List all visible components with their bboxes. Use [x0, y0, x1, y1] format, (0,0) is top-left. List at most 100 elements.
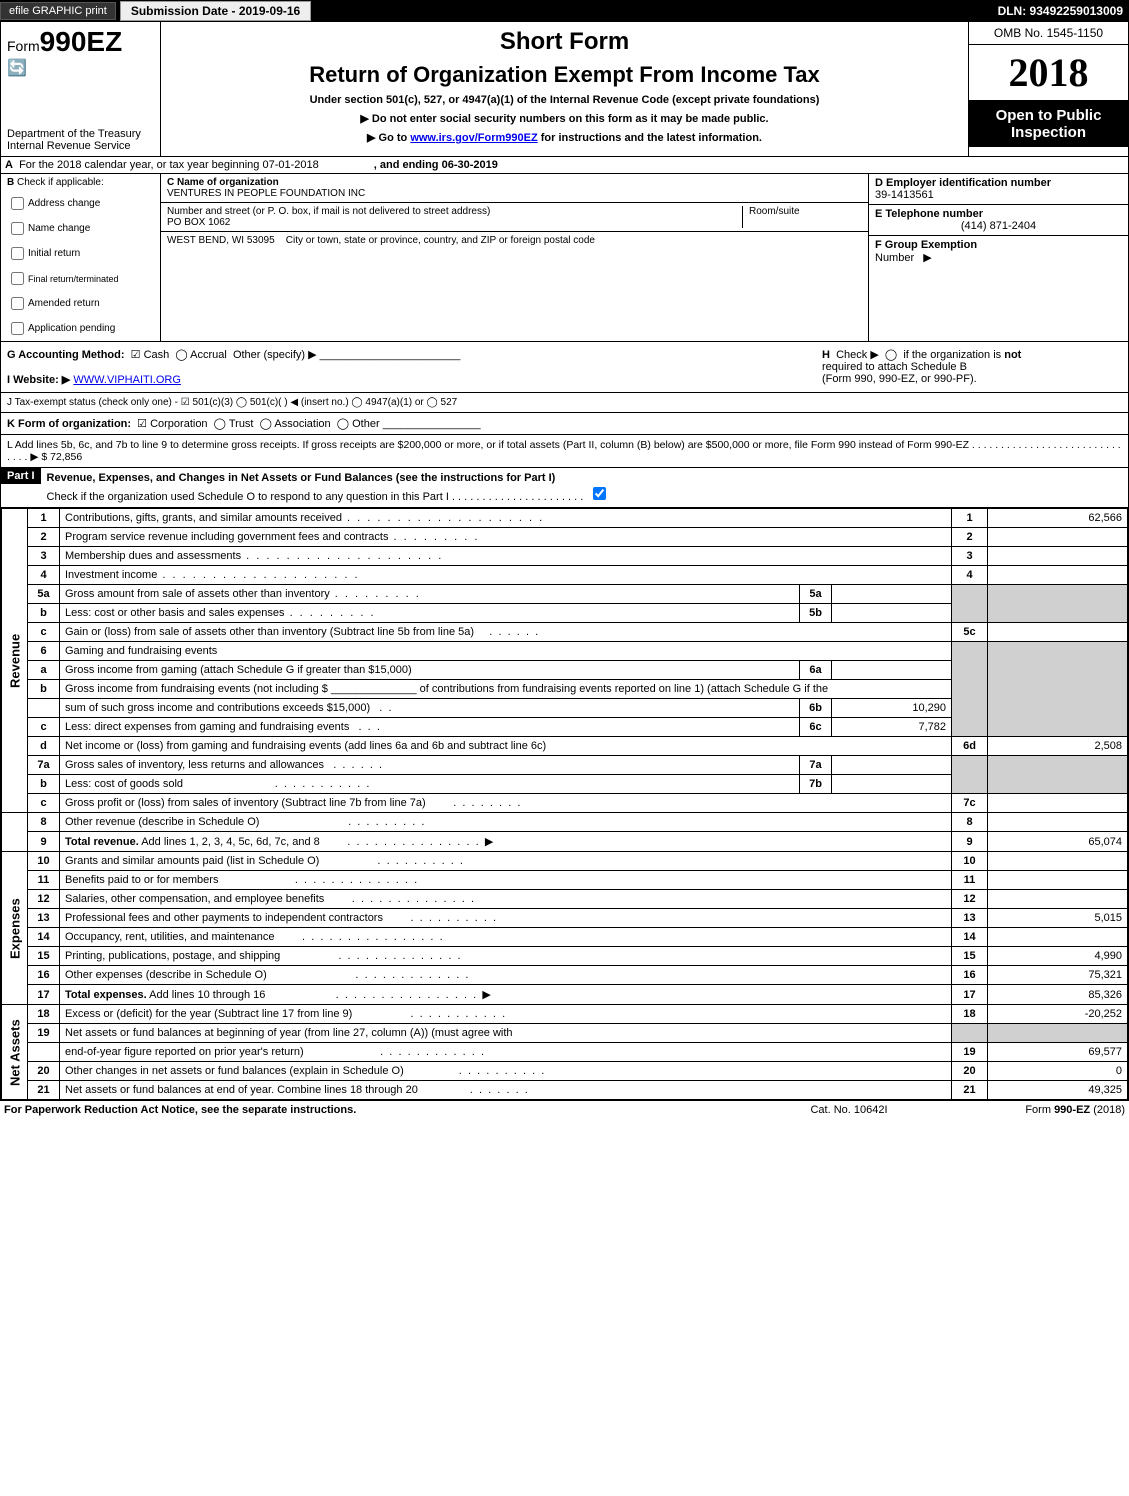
section-g: G Accounting Method: ☑ Cash ◯ Accrual Ot… — [1, 341, 1128, 393]
row-7c: c Gross profit or (loss) from sales of i… — [2, 794, 1128, 813]
phone-value: (414) 871-2404 — [875, 220, 1122, 232]
street-row: Number and street (or P. O. box, if mail… — [161, 203, 868, 232]
f-arrow: ▶ — [923, 252, 931, 264]
short-form-title: Short Form — [171, 28, 958, 56]
form-number: 990EZ — [40, 26, 123, 57]
row-18: Net Assets 18 Excess or (deficit) for th… — [2, 1005, 1128, 1024]
row-3: 3 Membership dues and assessments 3 — [2, 547, 1128, 566]
submission-date: Submission Date - 2019-09-16 — [120, 1, 311, 21]
schedule-o-checkbox[interactable] — [593, 487, 606, 500]
row-21: 21 Net assets or fund balances at end of… — [2, 1081, 1128, 1100]
row-15: 15 Printing, publications, postage, and … — [2, 947, 1128, 966]
row-1: Revenue 1 Contributions, gifts, grants, … — [2, 509, 1128, 528]
expenses-side-label: Expenses — [2, 852, 28, 1005]
efile-print-button[interactable]: efile GRAPHIC print — [0, 2, 116, 20]
k-other[interactable]: Other — [352, 418, 380, 430]
org-right-column: D Employer identification number 39-1413… — [868, 174, 1128, 341]
h-check-box: H Check ▶ ◯ if the organization is not r… — [822, 348, 1122, 386]
check-amended[interactable]: Amended return — [1, 291, 160, 316]
j-line: J Tax-exempt status (check only one) - ☑… — [1, 393, 1128, 413]
line-a-letter: A — [5, 159, 13, 171]
part-1-title: Revenue, Expenses, and Changes in Net As… — [41, 468, 1128, 507]
row-5c: c Gain or (loss) from sale of assets oth… — [2, 623, 1128, 642]
header-right-box: OMB No. 1545-1150 2018 Open to PublicIns… — [968, 22, 1128, 156]
org-name-row: C Name of organization VENTURES IN PEOPL… — [161, 174, 868, 203]
g-label: G Accounting Method: — [7, 349, 125, 361]
row-13: 13 Professional fees and other payments … — [2, 909, 1128, 928]
row-6: 6 Gaming and fundraising events — [2, 642, 1128, 661]
row-8: 8 Other revenue (describe in Schedule O)… — [2, 813, 1128, 832]
row-9: 9 Total revenue. Add lines 1, 2, 3, 4, 5… — [2, 832, 1128, 852]
footer: For Paperwork Reduction Act Notice, see … — [0, 1100, 1129, 1119]
footer-right: Form 990-EZ (2018) — [949, 1104, 1129, 1116]
row-16: 16 Other expenses (describe in Schedule … — [2, 966, 1128, 985]
k-corp[interactable]: Corporation — [150, 418, 207, 430]
irs-label: Internal Revenue Service — [7, 140, 131, 152]
ein-value: 39-1413561 — [875, 189, 934, 201]
row-5a: 5a Gross amount from sale of assets othe… — [2, 585, 1128, 604]
phone-row: E Telephone number (414) 871-2404 — [869, 205, 1128, 236]
footer-left: For Paperwork Reduction Act Notice, see … — [0, 1104, 749, 1116]
row-19: 19 Net assets or fund balances at beginn… — [2, 1024, 1128, 1043]
ein-row: D Employer identification number 39-1413… — [869, 174, 1128, 205]
c-label: C Name of organization — [167, 177, 279, 188]
part-1-label: Part I — [1, 468, 41, 484]
group-exemption-row: F Group Exemption Number ▶ — [869, 236, 1128, 267]
row-20: 20 Other changes in net assets or fund b… — [2, 1062, 1128, 1081]
row-12: 12 Salaries, other compensation, and emp… — [2, 890, 1128, 909]
form-lines-table: Revenue 1 Contributions, gifts, grants, … — [1, 508, 1128, 1100]
k-assoc[interactable]: Association — [274, 418, 330, 430]
row-2: 2 Program service revenue including gove… — [2, 528, 1128, 547]
org-name-value: VENTURES IN PEOPLE FOUNDATION INC — [167, 188, 862, 199]
k-trust[interactable]: Trust — [229, 418, 254, 430]
f-label2: Number — [875, 252, 914, 264]
top-black-bar: efile GRAPHIC print Submission Date - 20… — [0, 0, 1129, 22]
tax-year: 2018 — [969, 45, 1128, 101]
check-address[interactable]: Address change — [1, 191, 160, 216]
header-left-box: Form990EZ 🔄 Department of the Treasury I… — [1, 22, 161, 156]
check-initial[interactable]: Initial return — [1, 241, 160, 266]
row-6d: d Net income or (loss) from gaming and f… — [2, 737, 1128, 756]
part-1-header-row: Part I Revenue, Expenses, and Changes in… — [1, 468, 1128, 508]
dln-number: DLN: 93492259013009 — [998, 4, 1129, 18]
row-10: Expenses 10 Grants and similar amounts p… — [2, 852, 1128, 871]
row-19b: end-of-year figure reported on prior yea… — [2, 1043, 1128, 1062]
form-label: Form990EZ — [7, 38, 122, 54]
g-accrual[interactable]: Accrual — [190, 349, 227, 361]
irs-link[interactable]: www.irs.gov/Form990EZ — [410, 132, 537, 144]
line-a-begin: For the 2018 calendar year, or tax year … — [19, 159, 319, 171]
do-not-enter-text: ▶ Do not enter social security numbers o… — [171, 112, 958, 125]
row-4: 4 Investment income 4 — [2, 566, 1128, 585]
form-header: Form990EZ 🔄 Department of the Treasury I… — [0, 22, 1129, 157]
g-other[interactable]: Other (specify) ▶ — [233, 349, 317, 361]
net-assets-side-label: Net Assets — [2, 1005, 28, 1100]
d-label: D Employer identification number — [875, 177, 1051, 189]
row-7a: 7a Gross sales of inventory, less return… — [2, 756, 1128, 775]
e-label: E Telephone number — [875, 208, 983, 220]
row-17: 17 Total expenses. Add lines 10 through … — [2, 985, 1128, 1005]
row-14: 14 Occupancy, rent, utilities, and maint… — [2, 928, 1128, 947]
f-label: F Group Exemption — [875, 239, 977, 251]
check-final[interactable]: Final return/terminated — [1, 266, 160, 291]
check-name[interactable]: Name change — [1, 216, 160, 241]
goto-text: ▶ Go to www.irs.gov/Form990EZ for instru… — [171, 131, 958, 144]
row-11: 11 Benefits paid to or for members . . .… — [2, 871, 1128, 890]
recycle-icon: 🔄 — [7, 60, 27, 77]
l-line: L Add lines 5b, 6c, and 7b to line 9 to … — [1, 435, 1128, 468]
city-row: WEST BEND, WI 53095 City or town, state … — [161, 232, 868, 249]
under-section-text: Under section 501(c), 527, or 4947(a)(1)… — [171, 94, 958, 106]
city-value: WEST BEND, WI 53095 — [167, 235, 275, 246]
room-label: Room/suite — [749, 206, 862, 217]
checkbox-column: B Check if applicable: Address change Na… — [1, 174, 161, 341]
check-pending[interactable]: Application pending — [1, 316, 160, 341]
form-prefix: Form — [7, 38, 40, 54]
footer-center: Cat. No. 10642I — [749, 1104, 949, 1116]
return-title: Return of Organization Exempt From Incom… — [171, 62, 958, 88]
check-header: B Check if applicable: — [1, 174, 160, 191]
org-mid-column: C Name of organization VENTURES IN PEOPL… — [161, 174, 868, 341]
g-cash[interactable]: Cash — [144, 349, 170, 361]
line-a-end: , and ending 06-30-2019 — [374, 159, 498, 171]
org-info-block: B Check if applicable: Address change Na… — [1, 174, 1128, 341]
header-center-box: Short Form Return of Organization Exempt… — [161, 22, 968, 156]
website-link[interactable]: WWW.VIPHAITI.ORG — [73, 374, 181, 386]
